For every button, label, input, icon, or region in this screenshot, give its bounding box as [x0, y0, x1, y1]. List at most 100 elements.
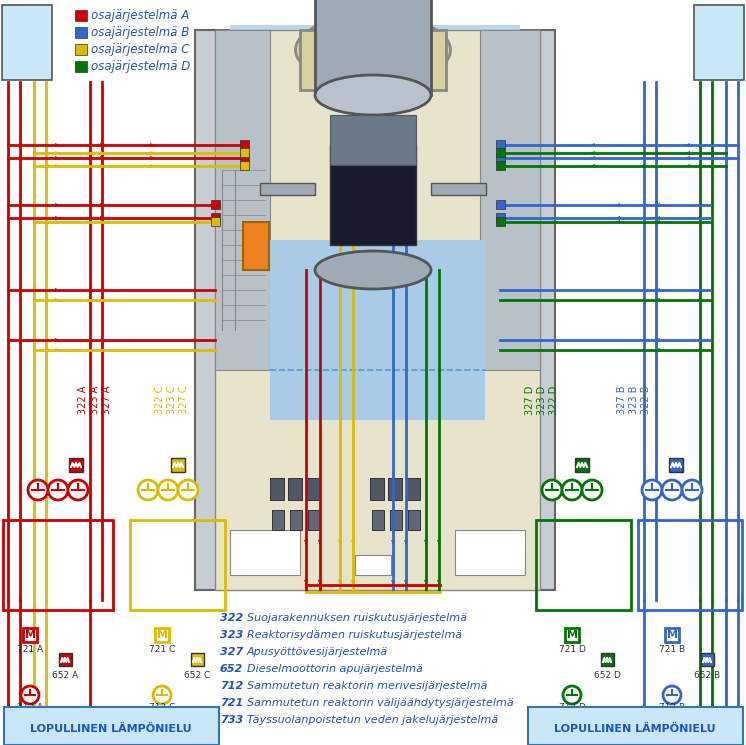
Polygon shape: [100, 164, 105, 168]
Bar: [272, 510, 284, 530]
Polygon shape: [424, 540, 428, 545]
Bar: [406, 478, 420, 500]
Circle shape: [178, 480, 198, 500]
Bar: [330, 145, 416, 245]
Bar: [211, 213, 220, 222]
Bar: [496, 140, 505, 149]
Polygon shape: [590, 156, 595, 160]
Text: 322 B: 322 B: [641, 386, 651, 414]
Bar: [195, 30, 555, 590]
Text: M: M: [25, 630, 36, 640]
Bar: [240, 153, 249, 162]
Polygon shape: [318, 580, 322, 585]
Text: 327 C: 327 C: [179, 386, 189, 414]
Text: 712 C: 712 C: [149, 703, 175, 711]
Ellipse shape: [315, 75, 431, 115]
Text: 712 A: 712 A: [17, 703, 43, 711]
Bar: [701, 653, 714, 666]
Text: 322 D: 322 D: [549, 385, 559, 415]
Polygon shape: [351, 540, 355, 545]
Text: 721 C: 721 C: [149, 645, 175, 655]
Polygon shape: [685, 164, 690, 168]
Bar: [638, 520, 742, 610]
Bar: [390, 510, 402, 530]
Bar: [288, 478, 302, 500]
Text: Reaktorisydämen ruiskutusjärjestelmä: Reaktorisydämen ruiskutusjärjestelmä: [247, 630, 462, 640]
Bar: [130, 520, 225, 610]
Bar: [315, 0, 431, 95]
Circle shape: [563, 686, 581, 704]
Bar: [575, 458, 589, 472]
Polygon shape: [150, 156, 155, 160]
Text: 327 B: 327 B: [617, 386, 627, 414]
Circle shape: [28, 480, 48, 500]
Text: 327 D: 327 D: [525, 385, 535, 415]
Text: 323 A: 323 A: [90, 386, 100, 414]
Text: osajärjestelmä D: osajärjestelmä D: [91, 60, 190, 72]
Circle shape: [682, 480, 702, 500]
Bar: [370, 478, 384, 500]
Text: 721 D: 721 D: [559, 645, 586, 655]
Polygon shape: [100, 216, 105, 220]
Text: 323 D: 323 D: [537, 385, 547, 415]
Polygon shape: [640, 151, 645, 155]
Bar: [300, 30, 446, 90]
Polygon shape: [655, 203, 660, 207]
Bar: [669, 458, 683, 472]
Text: Sammutetun reaktorin välijäähdytysjärjestelmä: Sammutetun reaktorin välijäähdytysjärjes…: [247, 698, 514, 708]
Polygon shape: [150, 164, 155, 168]
Text: Suojarakennuksen ruiskutusjärjestelmä: Suojarakennuksen ruiskutusjärjestelmä: [247, 613, 467, 623]
Polygon shape: [150, 151, 155, 155]
Text: osajärjestelmä C: osajärjestelmä C: [91, 42, 189, 55]
Polygon shape: [655, 298, 660, 302]
Text: 322 A: 322 A: [78, 386, 88, 414]
Polygon shape: [685, 143, 690, 147]
Bar: [408, 510, 420, 530]
Bar: [440, 240, 485, 420]
Text: 733: 733: [706, 12, 732, 25]
Bar: [4, 707, 219, 745]
Text: 733: 733: [220, 715, 243, 725]
Text: 322: 322: [220, 613, 243, 623]
Circle shape: [582, 480, 602, 500]
Circle shape: [153, 686, 171, 704]
Polygon shape: [655, 216, 660, 220]
Polygon shape: [55, 298, 60, 302]
Circle shape: [48, 480, 68, 500]
Text: 712 B: 712 B: [659, 703, 685, 711]
Polygon shape: [391, 580, 395, 585]
Polygon shape: [655, 348, 660, 352]
Bar: [211, 200, 220, 209]
Bar: [230, 25, 520, 130]
Polygon shape: [55, 348, 60, 352]
Bar: [75, 27, 87, 38]
Text: 712 D: 712 D: [559, 703, 586, 711]
Text: LOPULLINEN LÄMPÖNIELU: LOPULLINEN LÄMPÖNIELU: [554, 724, 716, 734]
Polygon shape: [437, 540, 441, 545]
Text: T2: T2: [31, 42, 45, 52]
Polygon shape: [304, 540, 308, 545]
Bar: [372, 510, 384, 530]
Bar: [270, 240, 485, 420]
Text: 322 C: 322 C: [155, 386, 165, 414]
Text: LOPULLINEN LÄMPÖNIELU: LOPULLINEN LÄMPÖNIELU: [30, 724, 192, 734]
Bar: [355, 555, 391, 575]
Polygon shape: [615, 220, 620, 224]
Bar: [496, 213, 505, 222]
Text: Sammutetun reaktorin merivesijärjestelmä: Sammutetun reaktorin merivesijärjestelmä: [247, 681, 487, 691]
Text: M: M: [566, 630, 577, 640]
Polygon shape: [304, 580, 308, 585]
Text: Dieselmoottorin apujärjestelmä: Dieselmoottorin apujärjestelmä: [247, 664, 423, 674]
Text: 712: 712: [220, 681, 243, 691]
Bar: [215, 30, 270, 370]
Polygon shape: [55, 203, 60, 207]
Bar: [230, 530, 300, 575]
Polygon shape: [318, 540, 322, 545]
Polygon shape: [590, 143, 595, 147]
Bar: [69, 458, 83, 472]
Text: 327: 327: [220, 647, 243, 657]
Text: osajärjestelmä B: osajärjestelmä B: [91, 25, 189, 39]
Bar: [211, 217, 220, 226]
Polygon shape: [640, 164, 645, 168]
Text: T1: T1: [7, 42, 21, 52]
